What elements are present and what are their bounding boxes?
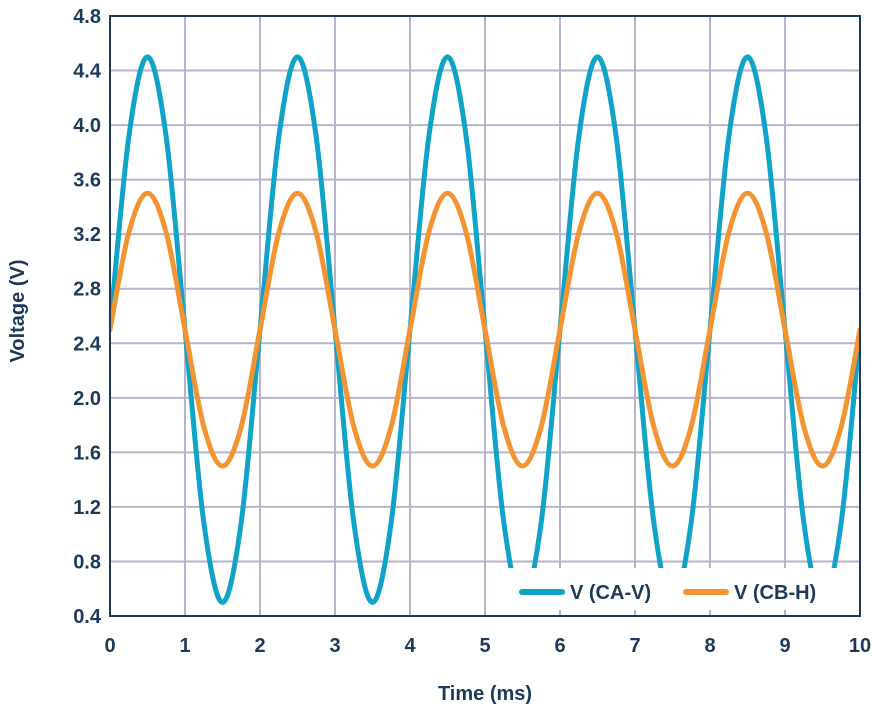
y-tick-label: 3.2 — [73, 224, 101, 246]
y-tick-label: 4.4 — [73, 61, 102, 83]
y-axis-title: Voltage (V) — [7, 260, 29, 363]
x-tick-label: 3 — [329, 635, 340, 657]
x-tick-label: 10 — [849, 635, 871, 657]
y-tick-label: 2.8 — [73, 279, 101, 301]
y-tick-label: 1.6 — [73, 442, 101, 464]
y-tick-label: 0.8 — [73, 551, 101, 573]
x-tick-labels: 0 1 2 3 4 5 6 7 8 9 10 — [104, 635, 871, 657]
x-axis-title: Time (ms) — [438, 683, 532, 705]
y-tick-label: 4.8 — [73, 6, 101, 28]
y-tick-label: 0.4 — [73, 606, 102, 628]
x-tick-label: 1 — [179, 635, 190, 657]
x-tick-label: 9 — [779, 635, 790, 657]
series-group — [110, 54, 860, 605]
y-tick-label: 4.0 — [73, 115, 101, 137]
legend-label-cb-h: V (CB-H) — [734, 582, 816, 604]
x-tick-label: 2 — [254, 635, 265, 657]
y-tick-label: 3.6 — [73, 170, 101, 192]
y-tick-label: 1.2 — [73, 497, 101, 519]
x-tick-label: 6 — [554, 635, 565, 657]
legend-background — [508, 568, 854, 610]
series-line-cb-h — [110, 190, 860, 469]
legend-label-ca-v: V (CA-V) — [570, 582, 651, 604]
x-tick-label: 7 — [629, 635, 640, 657]
plot-frame — [109, 15, 861, 617]
x-tick-label: 8 — [704, 635, 715, 657]
y-tick-label: 2.0 — [73, 388, 101, 410]
x-tick-label: 4 — [404, 635, 416, 657]
x-tick-label: 0 — [104, 635, 115, 657]
y-tick-labels: 0.4 0.8 1.2 1.6 2.0 2.4 2.8 3.2 3.6 4.0 4.4 4.8 — [73, 6, 102, 628]
x-tick-label: 5 — [479, 635, 490, 657]
y-tick-label: 2.4 — [73, 333, 102, 355]
legend: V (CA-V) V (CB-H) — [519, 582, 816, 604]
